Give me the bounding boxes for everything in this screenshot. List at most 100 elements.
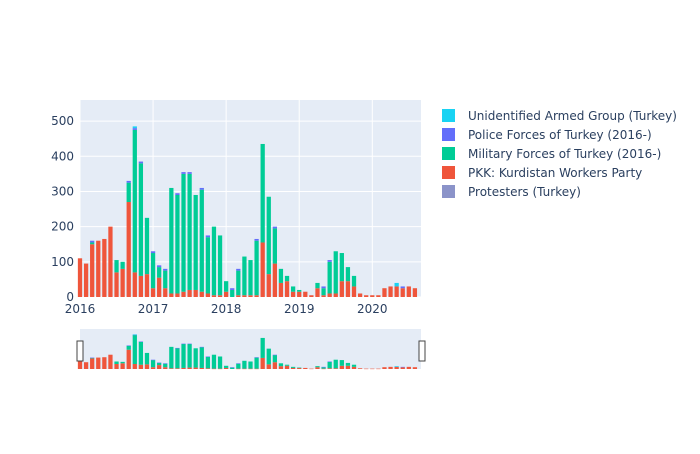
bar-segment[interactable] (224, 291, 229, 297)
bar-segment[interactable] (126, 182, 131, 203)
bar-segment[interactable] (138, 275, 144, 297)
bar-segment[interactable] (266, 196, 271, 275)
bar-segment[interactable] (284, 281, 290, 297)
bar-segment[interactable] (260, 143, 265, 243)
bar-segment[interactable] (175, 293, 180, 297)
bar-segment[interactable] (260, 242, 265, 297)
bar-segment[interactable] (175, 193, 180, 195)
bar-segment[interactable] (333, 293, 338, 297)
bar-segment[interactable] (236, 295, 241, 297)
bar-segment[interactable] (382, 288, 387, 297)
bar-segment[interactable] (290, 291, 296, 297)
bar-segment[interactable] (199, 189, 204, 292)
range-slider-right-handle[interactable] (418, 340, 426, 362)
bar-segment[interactable] (327, 261, 332, 294)
bar-segment[interactable] (193, 289, 198, 297)
bar-segment[interactable] (236, 268, 241, 271)
bar-segment[interactable] (169, 293, 174, 297)
bar-segment[interactable] (254, 238, 259, 241)
bar-segment[interactable] (272, 226, 277, 229)
bar-segment[interactable] (345, 281, 351, 297)
bar-segment[interactable] (211, 226, 217, 296)
bar-segment[interactable] (114, 260, 119, 273)
range-slider-left-handle[interactable] (76, 340, 84, 362)
bar-segment[interactable] (126, 202, 131, 297)
bar-segment[interactable] (205, 235, 211, 238)
bar-segment[interactable] (90, 244, 95, 297)
bar-segment[interactable] (388, 286, 393, 297)
bar-segment[interactable] (126, 180, 131, 183)
bar-segment[interactable] (132, 126, 137, 129)
bar-segment[interactable] (205, 293, 211, 297)
bar-segment[interactable] (102, 238, 107, 297)
bar-segment[interactable] (266, 274, 271, 297)
bar-segment[interactable] (181, 172, 186, 174)
bar-segment[interactable] (236, 270, 241, 296)
bar-segment[interactable] (90, 240, 95, 243)
bar-segment[interactable] (327, 260, 332, 262)
bar-segment[interactable] (163, 268, 168, 271)
bar-segment[interactable] (175, 194, 180, 294)
bar-segment[interactable] (157, 267, 162, 278)
bar-segment[interactable] (297, 291, 302, 297)
bar-segment[interactable] (290, 286, 296, 292)
bar-segment[interactable] (351, 275, 357, 287)
bar-segment[interactable] (157, 277, 162, 297)
bar-segment[interactable] (187, 173, 192, 290)
bar-segment[interactable] (272, 263, 277, 297)
bar-segment[interactable] (242, 295, 247, 297)
bar-segment[interactable] (96, 240, 101, 297)
bar-segment[interactable] (187, 172, 192, 174)
bar-segment[interactable] (351, 286, 357, 297)
bar-segment[interactable] (138, 161, 144, 164)
bar-segment[interactable] (217, 295, 223, 297)
bar-segment[interactable] (357, 293, 363, 297)
legend-item[interactable]: Unidentified Armed Group (Turkey) (442, 109, 677, 123)
bar-segment[interactable] (242, 256, 247, 296)
bar-segment[interactable] (400, 288, 405, 297)
bar-segment[interactable] (315, 288, 320, 297)
bar-segment[interactable] (345, 267, 351, 282)
bar-segment[interactable] (150, 253, 156, 289)
bar-segment[interactable] (163, 288, 168, 297)
bar-segment[interactable] (254, 240, 259, 296)
bar-segment[interactable] (248, 260, 253, 296)
bar-segment[interactable] (108, 226, 113, 297)
bar-segment[interactable] (248, 295, 253, 297)
bars[interactable] (77, 126, 418, 297)
bar-segment[interactable] (83, 263, 89, 297)
bar-segment[interactable] (138, 163, 144, 276)
bar-segment[interactable] (394, 286, 399, 297)
legend-item[interactable]: Police Forces of Turkey (2016-) (442, 128, 652, 142)
bar-segment[interactable] (406, 286, 411, 297)
bar-segment[interactable] (333, 251, 338, 294)
bar-segment[interactable] (303, 291, 308, 297)
bar-segment[interactable] (120, 268, 125, 297)
bar-segment[interactable] (400, 286, 405, 289)
bar-segment[interactable] (132, 129, 137, 273)
bar-segment[interactable] (370, 295, 375, 297)
bar-segment[interactable] (199, 291, 204, 297)
bar-segment[interactable] (278, 282, 284, 297)
bar-segment[interactable] (224, 281, 229, 292)
bar-segment[interactable] (254, 295, 259, 297)
bar-segment[interactable] (199, 187, 204, 190)
bar-segment[interactable] (181, 173, 186, 292)
bar-segment[interactable] (163, 270, 168, 289)
bar-segment[interactable] (412, 288, 418, 297)
bar-segment[interactable] (321, 288, 326, 296)
bar-segment[interactable] (114, 272, 119, 297)
bar-segment[interactable] (132, 128, 137, 130)
bar-segment[interactable] (132, 272, 137, 297)
bar-segment[interactable] (150, 288, 156, 297)
bar-segment[interactable] (150, 251, 156, 254)
bar-segment[interactable] (169, 187, 174, 294)
bar-segment[interactable] (321, 295, 326, 297)
bar-segment[interactable] (205, 237, 211, 294)
legend-item[interactable]: Military Forces of Turkey (2016-) (442, 147, 661, 161)
bar-segment[interactable] (120, 261, 125, 269)
bar-segment[interactable] (278, 268, 284, 283)
bar-segment[interactable] (187, 289, 192, 297)
bar-segment[interactable] (284, 275, 290, 282)
bar-segment[interactable] (211, 295, 217, 297)
